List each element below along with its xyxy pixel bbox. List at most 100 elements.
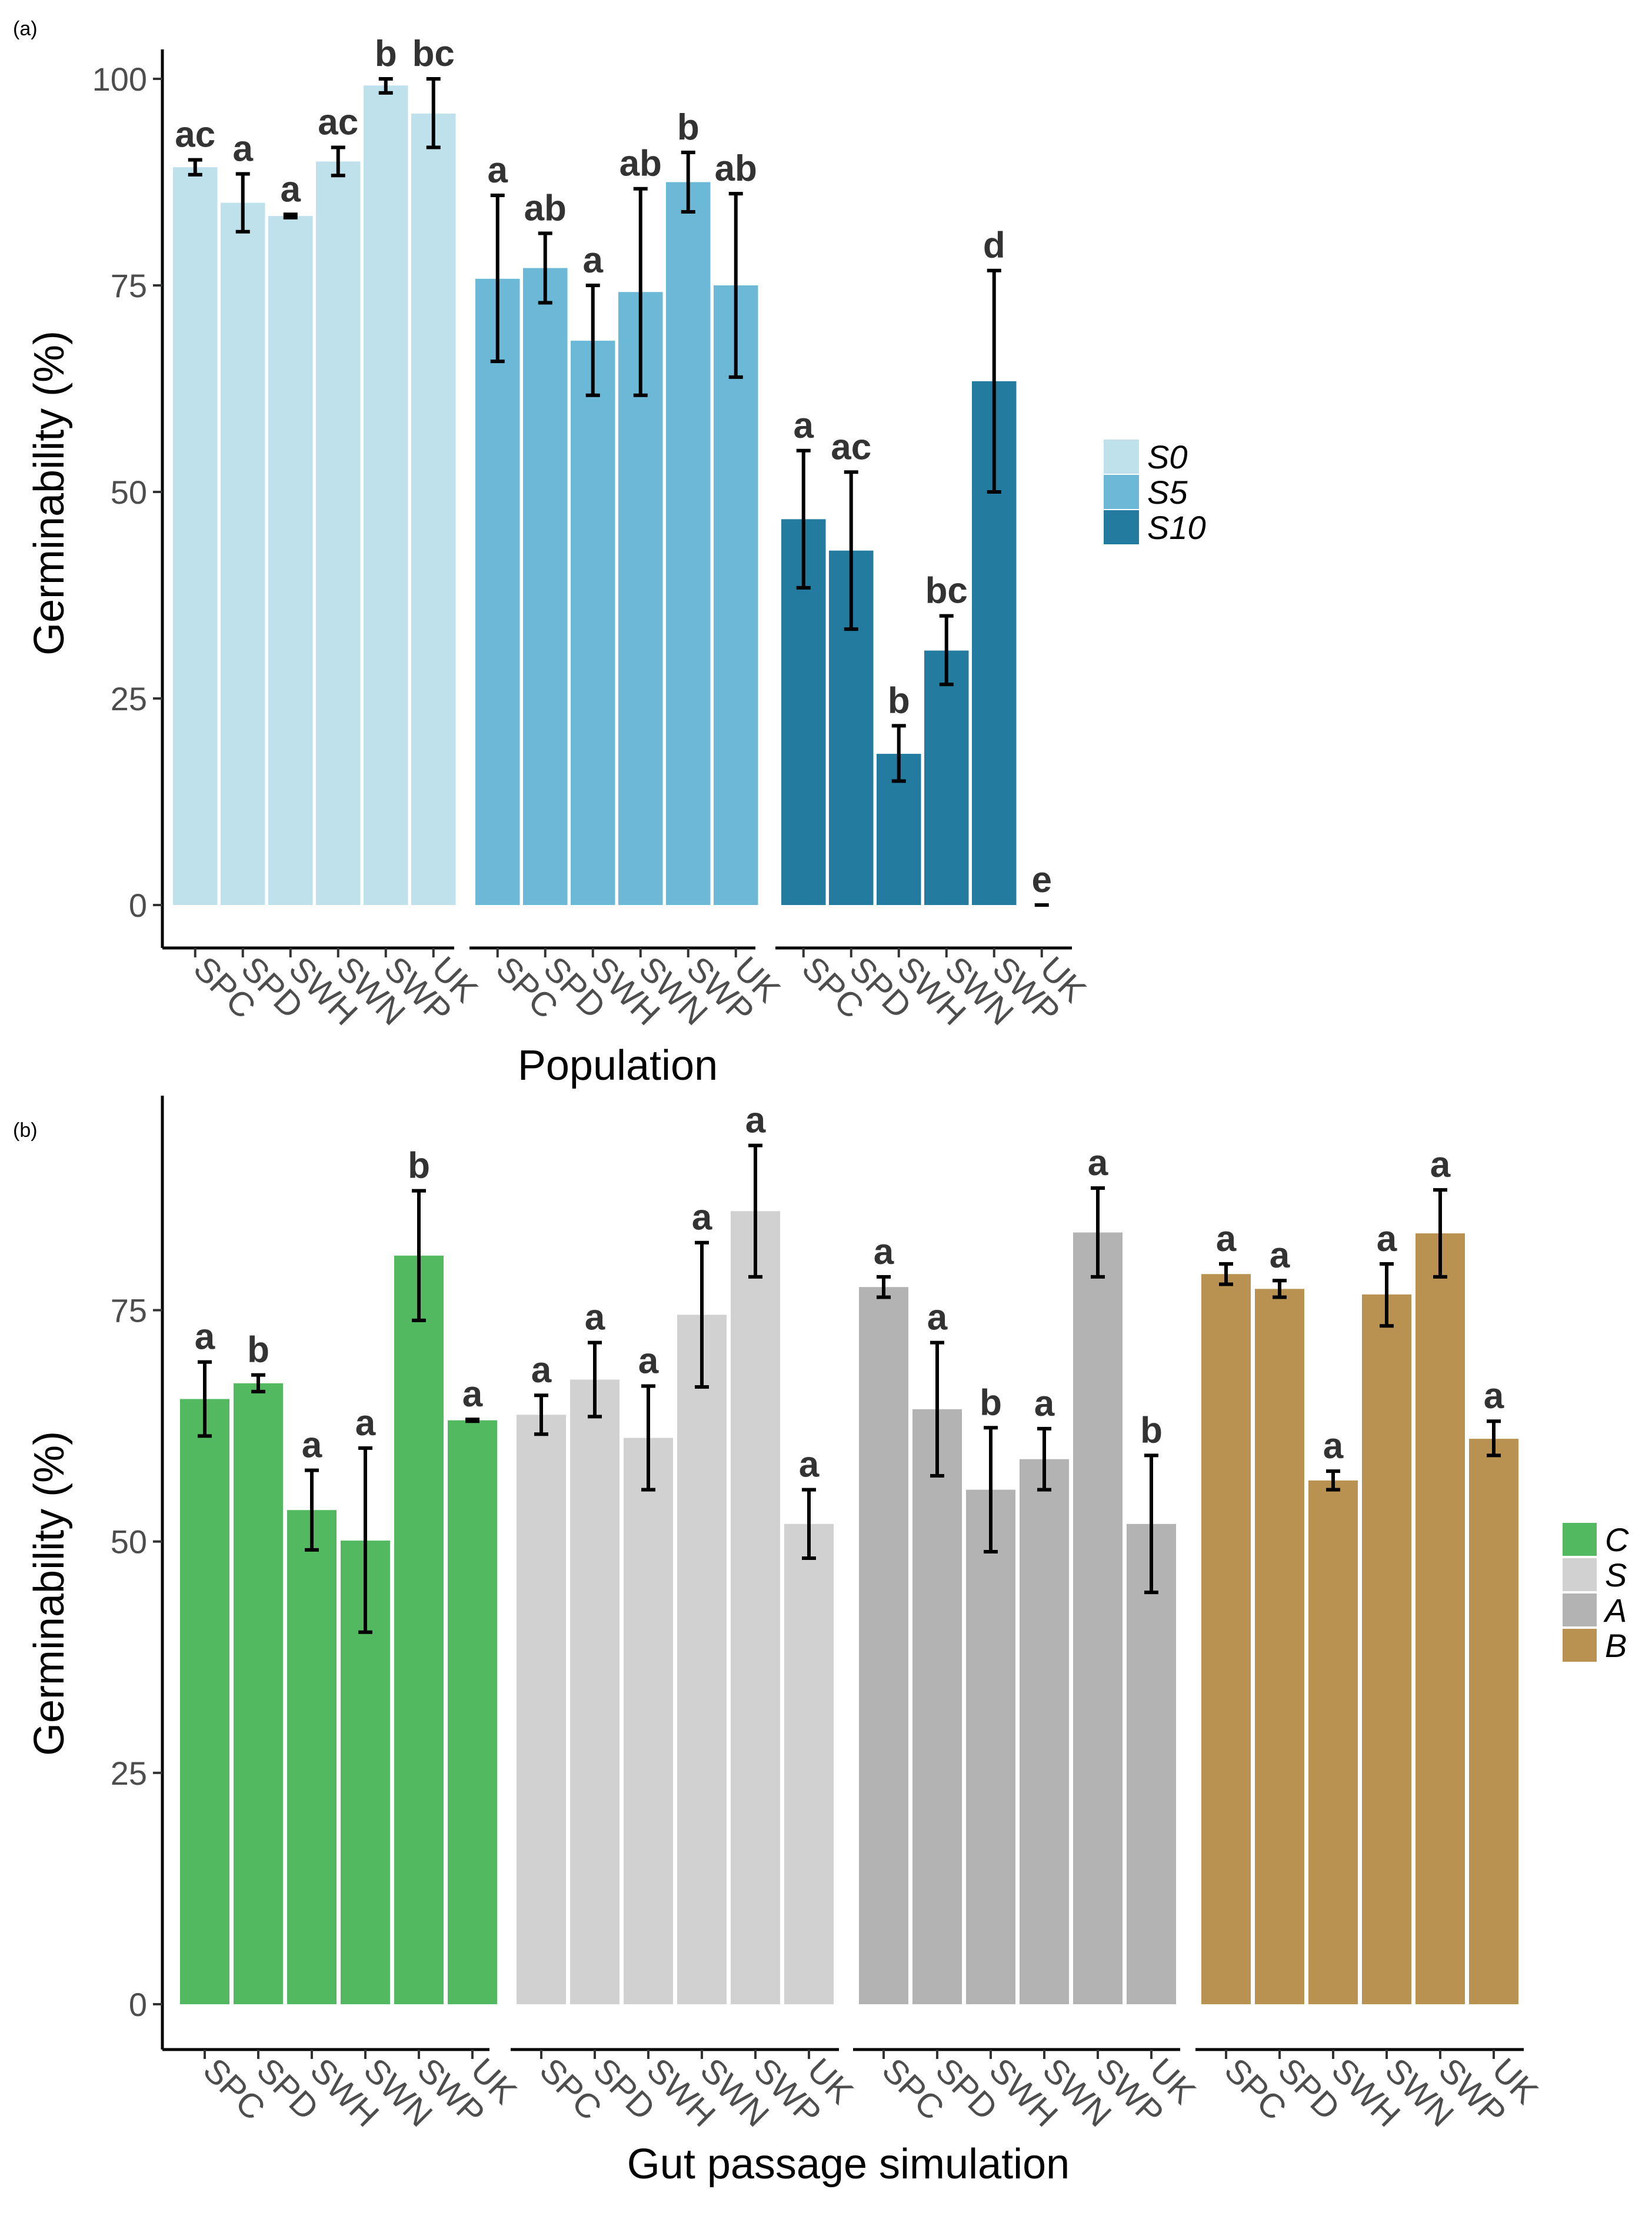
significance-letter: a [462,1374,483,1415]
error-bar [796,448,811,590]
bar-C-UK [448,1420,497,2004]
significance-letter: a [355,1403,376,1443]
significance-letter: ac [175,115,215,155]
panel-label: (a) [13,18,38,40]
error-bar [188,158,202,177]
significance-letter: a [195,1317,215,1358]
significance-letter: b [247,1330,269,1370]
error-bar [987,268,1001,494]
error-bar [802,1488,816,1560]
error-bar [939,614,954,687]
legend-swatch-S10 [1104,510,1139,544]
significance-letter: bc [925,571,968,611]
bar-S5-UK [714,285,758,905]
bar-C-SPD [234,1383,283,2004]
significance-letter: e [1032,860,1052,900]
error-bar [844,470,858,631]
significance-letter: b [980,1382,1002,1423]
y-tick-label: 25 [111,680,147,717]
significance-letter: a [692,1197,712,1238]
panel-label: (b) [13,1119,38,1142]
y-tick-label: 50 [111,1523,147,1561]
significance-letter: a [799,1445,820,1485]
bar-A-SWN [1020,1459,1069,2004]
bar-S0-SPC [173,167,218,905]
bar-B-SPC [1201,1274,1251,2004]
significance-letter: a [1216,1219,1237,1259]
bar-S0-UK [411,113,456,905]
y-tick-label: 75 [111,267,147,304]
significance-letter: a [302,1425,322,1466]
error-bar [412,1189,426,1322]
panel-a: (a) 0 25 50 75 100 Germinability (%) Population… [13,18,1206,1089]
significance-letter: b [1140,1410,1163,1450]
significance-letter: d [983,225,1005,266]
legend-label-S: S [1605,1556,1627,1593]
error-bar [426,77,441,149]
significance-letter: ab [620,144,662,184]
bar-S-SWH [624,1438,673,2004]
error-bar [891,724,906,783]
bar-B-SWN [1362,1294,1411,2004]
legend-swatch-S5 [1104,475,1139,509]
significance-letter: a [794,405,814,446]
significance-letter: a [745,1100,766,1141]
bar-C-SPC [180,1399,229,2004]
legend-swatch-A [1563,1593,1597,1626]
significance-letter: ac [318,102,358,143]
bar-A-SPD [912,1409,962,2004]
bar-S-SWN [677,1315,727,2004]
significance-letter: a [1430,1145,1451,1185]
bar-S5-SPD [523,268,568,905]
bar-S5-SPC [475,278,520,905]
error-bar [1144,1453,1158,1595]
bar-B-SWP [1415,1233,1465,2004]
panel-b: (b) 0 25 50 75 Germinability (%) Gut passage s… [13,1096,1629,2188]
error-bar [534,1393,548,1436]
x-axis-title: Population [518,1042,718,1089]
legend-label-B: B [1605,1627,1627,1664]
bar-A-SWP [1073,1232,1123,2004]
bar-S0-SWP [364,85,408,906]
significance-letter: ab [715,148,757,189]
error-bar [358,1446,372,1634]
error-bar [633,187,648,397]
bar-S5-SWP [666,182,711,905]
error-bar [283,212,298,219]
error-bar [235,172,250,234]
significance-letter: bc [412,34,455,74]
error-bar [681,150,695,214]
y-tick-label: 50 [111,474,147,511]
error-bar [305,1468,319,1552]
y-axis-title: Germinability (%) [26,331,73,656]
error-bar [1433,1188,1447,1279]
legend-label-C: C [1605,1521,1629,1558]
error-bar [490,193,505,364]
y-tick-label: 100 [92,61,147,98]
significance-letter: a [638,1340,659,1381]
error-bar [331,145,345,178]
significance-letter: a [583,240,604,281]
significance-letter: ac [831,427,871,467]
error-bar [538,231,552,305]
bar-A-UK [1127,1523,1176,2004]
error-bar [695,1240,709,1389]
legend-label-S0: S0 [1147,438,1188,475]
significance-letter: a [1377,1219,1397,1259]
y-tick-label: 0 [129,1986,147,2023]
bar-C-SWH [287,1510,337,2004]
significance-letter: a [874,1232,894,1272]
error-bar [1380,1262,1394,1328]
bar-S-SWP [731,1211,780,2004]
legend-swatch-S0 [1104,440,1139,474]
significance-letter: a [927,1298,948,1338]
y-axis-title: Germinability (%) [26,1431,73,1756]
bar-B-SWH [1308,1480,1358,2004]
error-bar [585,284,600,397]
legend-swatch-B [1563,1629,1597,1662]
bar-A-SPC [859,1287,908,2004]
